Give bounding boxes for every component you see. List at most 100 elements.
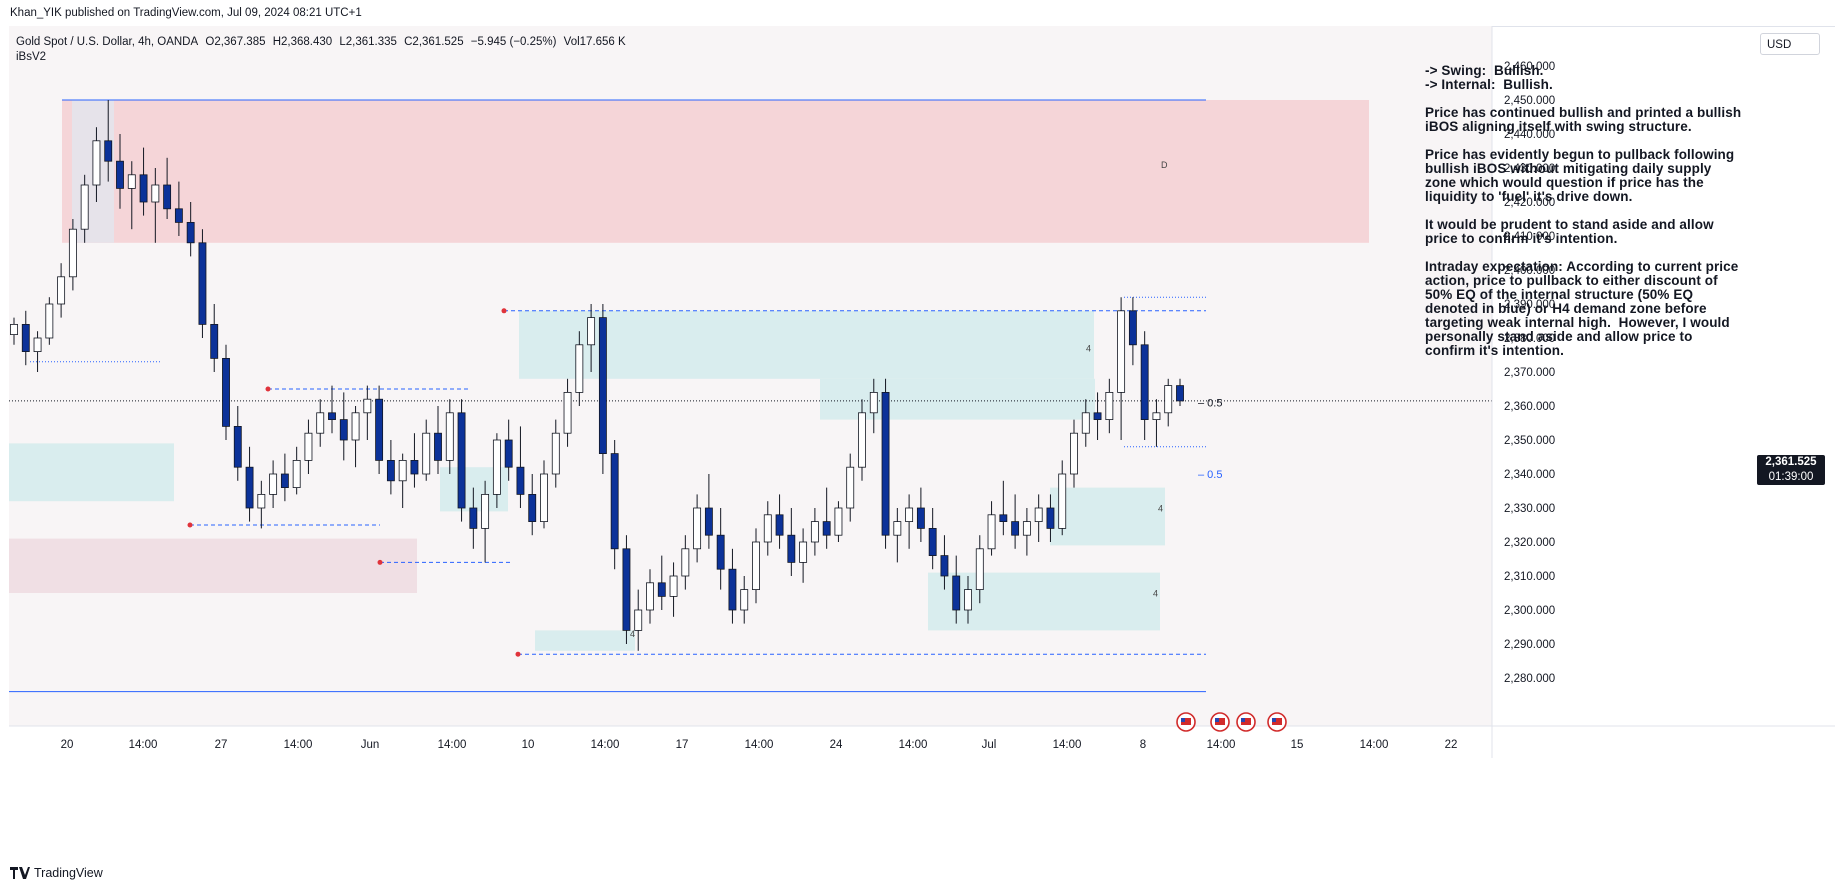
candle [1140, 331, 1149, 440]
candle-body [410, 459, 419, 475]
candle [422, 419, 431, 481]
price-tick: 2,310.000 [1504, 571, 1555, 583]
demand-zone [9, 443, 174, 502]
candle [598, 304, 607, 474]
current-price-tag: 2,361.525 01:39:00 [1757, 455, 1825, 485]
candle [434, 406, 442, 474]
candle-body [316, 412, 325, 434]
candle-body [1140, 344, 1149, 420]
candle-body [1046, 507, 1055, 529]
candle [316, 399, 325, 447]
candle-body [127, 174, 136, 189]
candle [457, 399, 466, 522]
swing-point-marker [515, 651, 521, 657]
candle-body [516, 466, 525, 495]
economic-event-icon [1236, 712, 1256, 732]
candle-body [233, 425, 242, 468]
price-tick: 2,360.000 [1504, 401, 1555, 413]
candle-body [622, 548, 631, 631]
candle-body [1011, 521, 1020, 536]
candle [681, 535, 690, 590]
candle-body [434, 432, 442, 461]
candle [210, 304, 219, 372]
symbol-title[interactable]: Gold Spot / U.S. Dollar, 4h, OANDA [16, 36, 199, 48]
candle-body [646, 582, 654, 611]
candle-body [716, 534, 725, 570]
note-p1: Price has continued bullish and printed … [1425, 105, 1746, 134]
candle [139, 147, 148, 216]
candle [964, 576, 972, 624]
us-flag-icon [1215, 718, 1225, 725]
economic-event-icon [1176, 712, 1196, 732]
candle-body [858, 412, 866, 468]
chart-canvas[interactable]: D 4 4 4 4 – 0.5 – 0.5 2,280.000 2,290.000 2,300.0… [0, 26, 1835, 858]
us-flag-icon [1241, 718, 1245, 722]
candle-body [634, 609, 643, 631]
price-tick: 2,320.000 [1504, 537, 1555, 549]
candle-body [598, 317, 607, 455]
candle [1176, 378, 1184, 406]
publish-info: Khan_YIK published on TradingView.com, J… [10, 7, 362, 19]
supply-zone [62, 100, 1369, 243]
candle-body [964, 589, 972, 611]
candle [881, 378, 890, 549]
price-change: −5.945 (−0.25%) [470, 36, 557, 48]
candle-body [905, 507, 914, 523]
current-price-label: 2,361.525 [1765, 456, 1817, 468]
candle-body [787, 534, 796, 563]
candle [952, 555, 961, 624]
currency-button[interactable]: USD [1760, 33, 1820, 55]
candle [999, 480, 1008, 536]
candle-body [21, 323, 30, 352]
candle [469, 487, 478, 549]
time-tick: 14:00 [591, 739, 620, 751]
candle [445, 399, 454, 474]
candle-body [481, 493, 490, 529]
candle-body [799, 541, 808, 563]
time-tick: 14:00 [899, 739, 928, 751]
candle-body [1022, 521, 1031, 536]
candle [233, 406, 242, 481]
candle-body [80, 184, 89, 230]
volume-value: Vol17.656 K [563, 36, 626, 48]
demand-zone-label: 4 [1153, 588, 1158, 598]
candle-body [834, 507, 843, 536]
candle [610, 440, 619, 570]
candle-body [952, 575, 961, 611]
economic-event-icon [1267, 712, 1287, 732]
price-tick: 2,460.000 [1504, 61, 1555, 73]
candle [1011, 494, 1020, 549]
demand-zone-label: 4 [1158, 503, 1163, 513]
price-tick: 2,380.000 [1504, 333, 1555, 345]
candle [328, 385, 336, 434]
candle-body [1117, 310, 1126, 393]
candle-body [587, 317, 596, 346]
candle-body [1128, 310, 1137, 346]
price-tick: 2,370.000 [1504, 367, 1555, 379]
us-flag-icon [1241, 718, 1251, 725]
tradingview-footer[interactable]: TradingView [10, 862, 103, 884]
prior-supply-zone [9, 538, 417, 593]
eq-label: – 0.5 [1198, 398, 1222, 410]
candle-body [1093, 412, 1102, 420]
candle [822, 487, 831, 549]
price-tick: 2,290.000 [1504, 639, 1555, 651]
candle-body [457, 412, 466, 509]
candle-body [33, 337, 42, 353]
candle [1128, 297, 1137, 366]
candle-body [1081, 412, 1090, 434]
candle [563, 378, 572, 447]
candle [198, 229, 207, 338]
candle-body [68, 228, 77, 278]
candle [646, 569, 654, 624]
candle [116, 134, 124, 209]
candle [351, 406, 360, 468]
price-tick: 2,420.000 [1504, 197, 1555, 209]
indicator-name[interactable]: iBsV2 [16, 51, 47, 63]
candle [528, 474, 537, 536]
price-tick: 2,400.000 [1504, 265, 1555, 277]
candle-body [763, 514, 772, 543]
symbol-legend[interactable]: Gold Spot / U.S. Dollar, 4h, OANDA O2,36… [16, 34, 630, 50]
note-p2: Price has evidently begun to pullback fo… [1425, 147, 1739, 204]
candle-body [575, 344, 584, 393]
